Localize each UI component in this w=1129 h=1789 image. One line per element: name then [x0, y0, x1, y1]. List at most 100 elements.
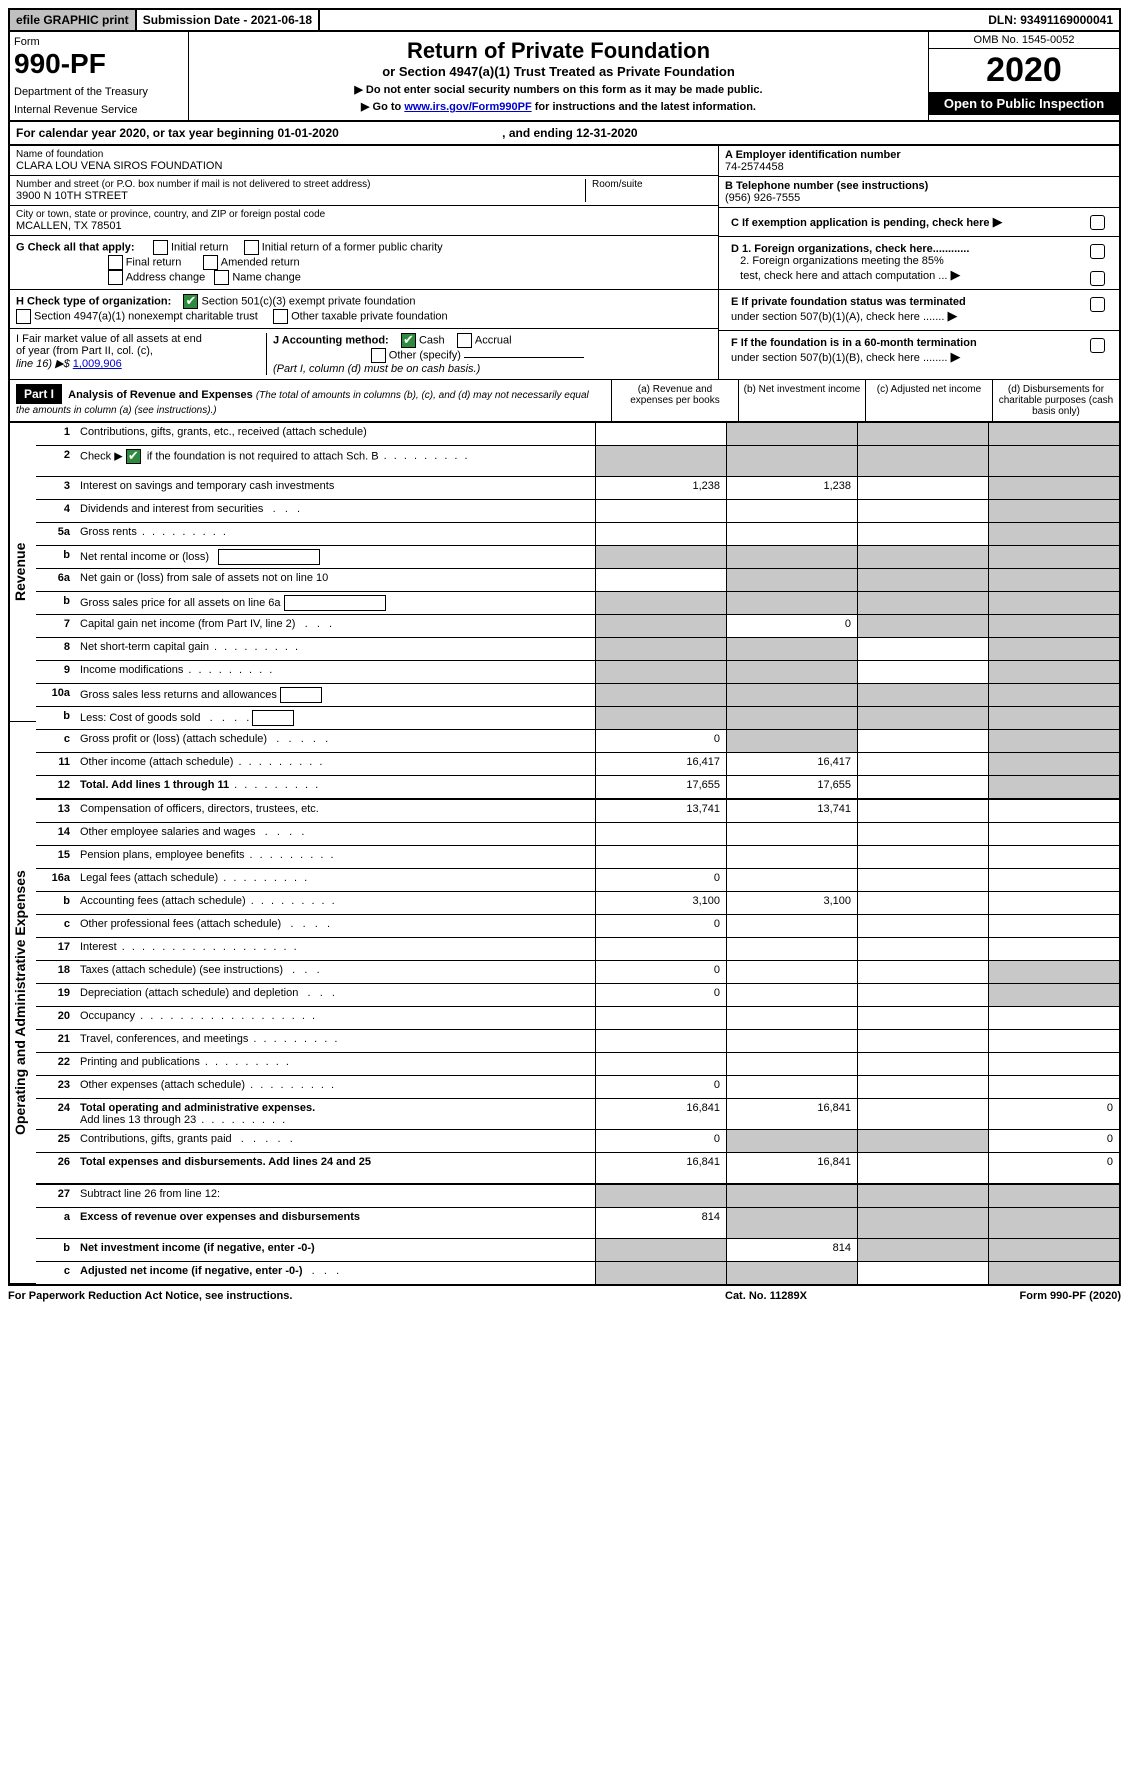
r25-col-a: 0	[595, 1130, 726, 1152]
r26-col-b: 16,841	[726, 1153, 857, 1183]
section-e: E If private foundation status was termi…	[719, 290, 1119, 331]
part1-badge: Part I	[16, 384, 62, 404]
part1-table: Revenue Operating and Administrative Exp…	[8, 423, 1121, 1286]
r2-label: Check ▶ ✔ if the foundation is not requi…	[76, 446, 595, 476]
r1-label: Contributions, gifts, grants, etc., rece…	[76, 423, 595, 445]
row-22: 22Printing and publications	[36, 1053, 1119, 1076]
row-3: 3Interest on savings and temporary cash …	[36, 477, 1119, 500]
form-title: Return of Private Foundation	[195, 38, 922, 64]
f2: under section 507(b)(1)(B), check here .…	[731, 352, 947, 364]
fmv-value[interactable]: 1,009,906	[73, 358, 122, 370]
name-label: Name of foundation	[16, 149, 712, 160]
terminated-checkbox[interactable]	[1090, 297, 1105, 312]
row-5a: 5aGross rents	[36, 523, 1119, 546]
r15-label: Pension plans, employee benefits	[76, 846, 595, 868]
r12-label: Total. Add lines 1 through 11	[76, 776, 595, 798]
r12-col-b: 17,655	[726, 776, 857, 798]
r5b-label: Net rental income or (loss)	[76, 546, 595, 568]
paperwork-notice: For Paperwork Reduction Act Notice, see …	[8, 1290, 292, 1302]
phone-value: (956) 926-7555	[725, 192, 800, 204]
row-13: 13Compensation of officers, directors, t…	[36, 800, 1119, 823]
col-c-header: (c) Adjusted net income	[865, 380, 992, 421]
g-initial2: Initial return of a former public charit…	[262, 241, 443, 253]
other-taxable-checkbox[interactable]	[273, 309, 288, 324]
foreign-org-checkbox[interactable]	[1090, 244, 1105, 259]
r7-col-b: 0	[726, 615, 857, 637]
initial-public-checkbox[interactable]	[244, 240, 259, 255]
r18-col-a: 0	[595, 961, 726, 983]
final-return-checkbox[interactable]	[108, 255, 123, 270]
r3-col-a: 1,238	[595, 477, 726, 499]
f1: F If the foundation is in a 60-month ter…	[731, 337, 977, 349]
col-a-header: (a) Revenue and expenses per books	[611, 380, 738, 421]
r16b-col-b: 3,100	[726, 892, 857, 914]
r11-col-b: 16,417	[726, 753, 857, 775]
60month-checkbox[interactable]	[1090, 338, 1105, 353]
g-label: G Check all that apply:	[16, 241, 135, 253]
j-accrual: Accrual	[475, 334, 512, 346]
r26-col-d: 0	[988, 1153, 1119, 1183]
row-26: 26Total expenses and disbursements. Add …	[36, 1153, 1119, 1185]
r27-label: Subtract line 26 from line 12:	[76, 1185, 595, 1207]
j-note: (Part I, column (d) must be on cash basi…	[273, 363, 480, 375]
r13-col-b: 13,741	[726, 800, 857, 822]
room-label: Room/suite	[592, 179, 712, 190]
501c3-checkbox[interactable]: ✔	[183, 294, 198, 309]
goto-post: for instructions and the latest informat…	[532, 101, 756, 113]
foreign-85-checkbox[interactable]	[1090, 271, 1105, 286]
header-mid: Return of Private Foundation or Section …	[189, 32, 928, 120]
street-address: 3900 N 10TH STREET	[16, 190, 585, 202]
g-addr-change: Address change	[126, 271, 206, 283]
row-15: 15Pension plans, employee benefits	[36, 846, 1119, 869]
r23-col-a: 0	[595, 1076, 726, 1098]
ssn-note: ▶ Do not enter social security numbers o…	[195, 83, 922, 96]
r7-label: Capital gain net income (from Part IV, l…	[76, 615, 595, 637]
irs-link[interactable]: www.irs.gov/Form990PF	[404, 101, 531, 113]
r24-label: Total operating and administrative expen…	[76, 1099, 595, 1129]
i-line2: of year (from Part II, col. (c),	[16, 345, 153, 357]
d2b: test, check here and attach computation …	[740, 270, 947, 282]
address-cell: Number and street (or P.O. box number if…	[10, 176, 718, 206]
e1: E If private foundation status was termi…	[731, 296, 966, 308]
row-8: 8Net short-term capital gain	[36, 638, 1119, 661]
r13-col-a: 13,741	[595, 800, 726, 822]
g-amended: Amended return	[221, 256, 300, 268]
r19-col-a: 0	[595, 984, 726, 1006]
i-line3: line 16) ▶$	[16, 358, 73, 370]
j-label: J Accounting method:	[273, 334, 389, 346]
4947-checkbox[interactable]	[16, 309, 31, 324]
irs-label: Internal Revenue Service	[14, 104, 184, 116]
amended-return-checkbox[interactable]	[203, 255, 218, 270]
ein-value: 74-2574458	[725, 161, 784, 173]
r26-col-a: 16,841	[595, 1153, 726, 1183]
row-10c: cGross profit or (loss) (attach schedule…	[36, 730, 1119, 753]
row-27b: bNet investment income (if negative, ent…	[36, 1239, 1119, 1262]
section-f: F If the foundation is in a 60-month ter…	[719, 331, 1119, 371]
c-label: C If exemption application is pending, c…	[731, 217, 990, 229]
part1-title: Analysis of Revenue and Expenses	[68, 389, 253, 401]
page-footer: For Paperwork Reduction Act Notice, see …	[8, 1286, 1121, 1302]
r11-label: Other income (attach schedule)	[76, 753, 595, 775]
e2: under section 507(b)(1)(A), check here .…	[731, 311, 944, 323]
r6a-label: Net gain or (loss) from sale of assets n…	[76, 569, 595, 591]
row-2: 2Check ▶ ✔ if the foundation is not requ…	[36, 446, 1119, 477]
address-change-checkbox[interactable]	[108, 270, 123, 285]
r6b-label: Gross sales price for all assets on line…	[76, 592, 595, 614]
section-d: D 1. Foreign organizations, check here..…	[719, 237, 1119, 290]
g-final: Final return	[126, 256, 182, 268]
r16a-label: Legal fees (attach schedule)	[76, 869, 595, 891]
r10c-label: Gross profit or (loss) (attach schedule)…	[76, 730, 595, 752]
omb-number: OMB No. 1545-0052	[929, 32, 1119, 49]
efile-print-button[interactable]: efile GRAPHIC print	[10, 10, 137, 30]
accrual-checkbox[interactable]	[457, 333, 472, 348]
name-change-checkbox[interactable]	[214, 270, 229, 285]
cash-checkbox[interactable]: ✔	[401, 333, 416, 348]
tax-year: 2020	[929, 49, 1119, 92]
r17-label: Interest	[76, 938, 595, 960]
main-table: 1Contributions, gifts, grants, etc., rec…	[36, 423, 1119, 1284]
initial-return-checkbox[interactable]	[153, 240, 168, 255]
other-method-checkbox[interactable]	[371, 348, 386, 363]
exemption-pending-checkbox[interactable]	[1090, 215, 1105, 230]
schedule-b-checkbox[interactable]: ✔	[126, 449, 141, 464]
city-label: City or town, state or province, country…	[16, 209, 712, 220]
